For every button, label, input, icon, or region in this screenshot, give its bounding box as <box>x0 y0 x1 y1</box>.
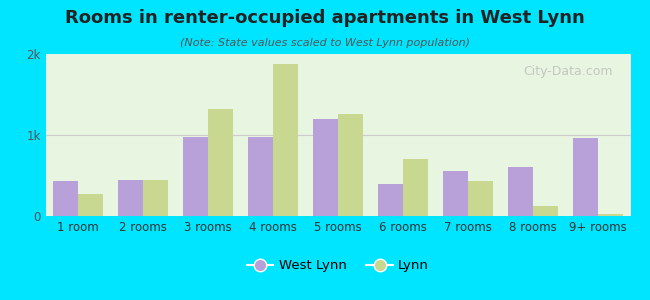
Bar <box>208 109 233 216</box>
Bar <box>183 136 208 216</box>
Bar <box>313 119 338 216</box>
Bar <box>143 180 168 216</box>
Legend: West Lynn, Lynn: West Lynn, Lynn <box>242 254 434 278</box>
Text: Rooms in renter-occupied apartments in West Lynn: Rooms in renter-occupied apartments in W… <box>65 9 585 27</box>
Bar <box>443 171 468 216</box>
Text: (Note: State values scaled to West Lynn population): (Note: State values scaled to West Lynn … <box>180 38 470 47</box>
Bar <box>248 137 273 216</box>
Bar <box>508 167 533 216</box>
Bar <box>53 181 78 216</box>
Bar <box>338 114 363 216</box>
Bar <box>78 194 103 216</box>
Text: City-Data.com: City-Data.com <box>523 65 613 78</box>
Bar <box>403 159 428 216</box>
Bar <box>573 138 598 216</box>
Bar <box>118 179 143 216</box>
Bar <box>273 64 298 216</box>
Bar <box>378 184 403 216</box>
Bar <box>533 206 558 216</box>
Bar <box>598 214 623 216</box>
Bar <box>468 181 493 216</box>
